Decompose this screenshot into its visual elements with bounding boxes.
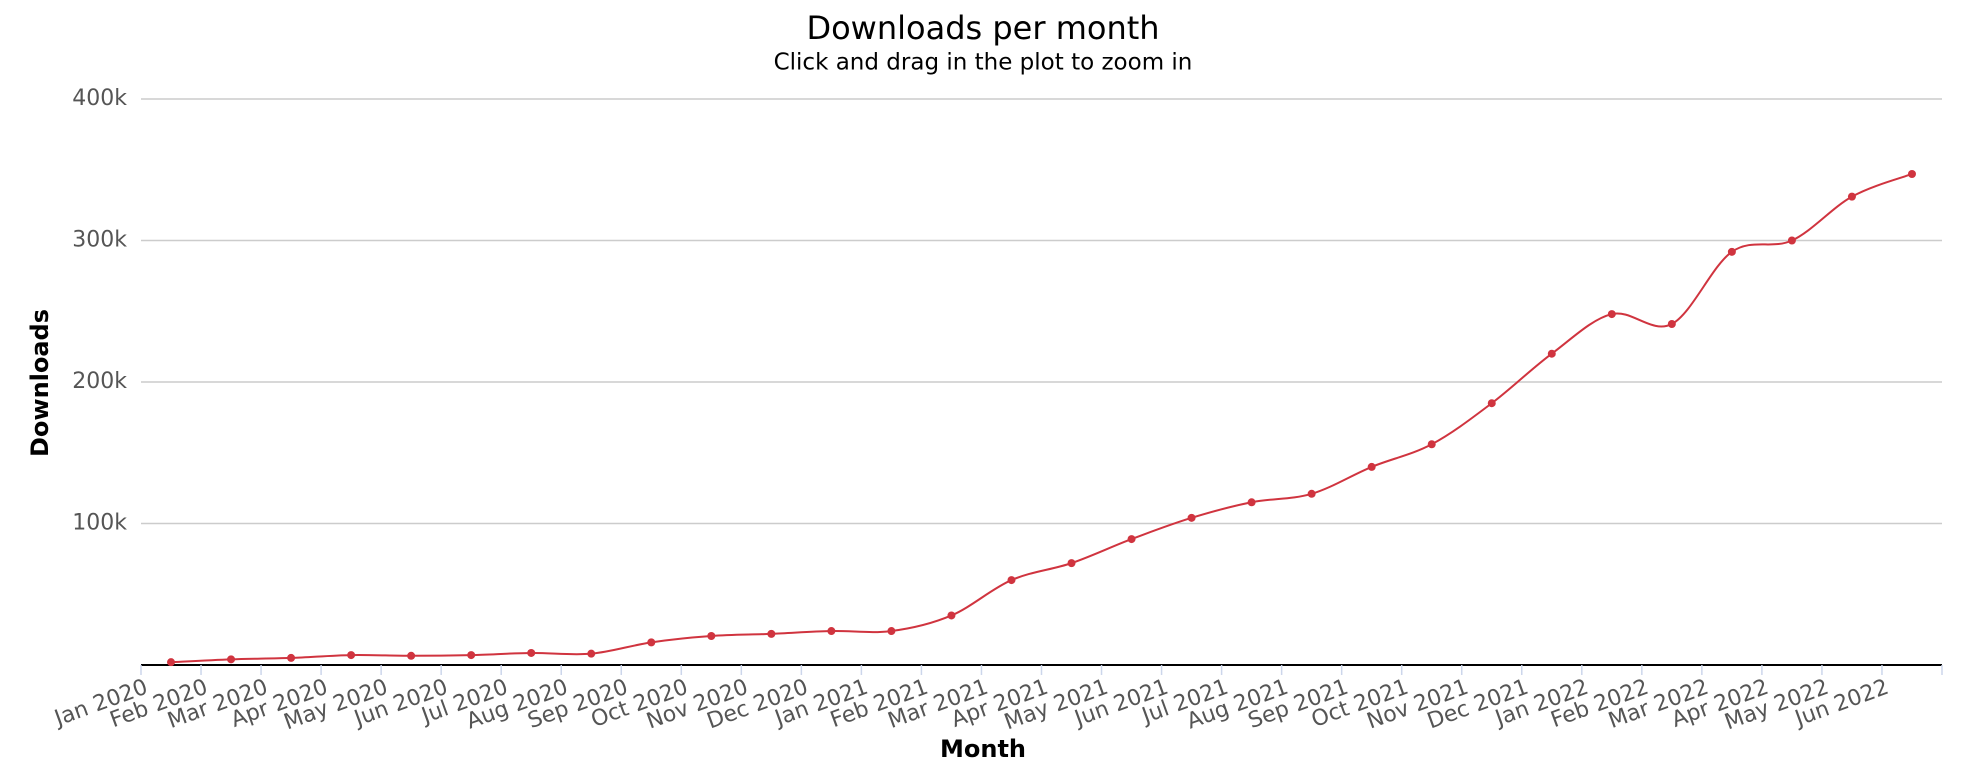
- data-point: [1247, 498, 1256, 507]
- data-point: [347, 651, 356, 660]
- data-point: [287, 653, 296, 662]
- data-point: [827, 627, 836, 636]
- data-point: [1607, 310, 1616, 319]
- chart-subtitle: Click and drag in the plot to zoom in: [774, 50, 1193, 76]
- data-point: [887, 627, 896, 636]
- y-tick-label: 300k: [72, 228, 127, 253]
- data-point: [1307, 489, 1316, 498]
- data-point: [1847, 192, 1856, 201]
- data-point: [1367, 462, 1376, 471]
- data-point: [527, 648, 536, 657]
- data-point: [1787, 236, 1796, 245]
- data-point: [587, 649, 596, 658]
- data-point: [227, 655, 236, 664]
- chart-title: Downloads per month: [806, 9, 1159, 47]
- y-tick-label: 400k: [72, 86, 127, 111]
- y-axis-title: Downloads: [26, 309, 54, 457]
- data-point: [767, 629, 776, 638]
- data-point: [1187, 513, 1196, 522]
- data-point: [1127, 535, 1136, 544]
- data-point: [647, 638, 656, 647]
- data-point: [1007, 576, 1016, 585]
- data-point: [1667, 319, 1676, 328]
- data-point: [167, 658, 176, 667]
- data-point: [1907, 169, 1916, 178]
- data-point: [467, 651, 476, 660]
- y-tick-label: 200k: [72, 369, 127, 394]
- line-series: [170, 173, 1913, 664]
- data-point: [947, 611, 956, 620]
- data-point: [1487, 399, 1496, 408]
- data-point: [1427, 440, 1436, 449]
- data-point: [1067, 559, 1076, 568]
- x-axis-title: Month: [940, 735, 1026, 763]
- data-point: [1547, 349, 1556, 358]
- data-point: [707, 631, 716, 640]
- data-point: [407, 651, 416, 660]
- data-point: [1727, 247, 1736, 256]
- y-tick-label: 100k: [72, 511, 127, 536]
